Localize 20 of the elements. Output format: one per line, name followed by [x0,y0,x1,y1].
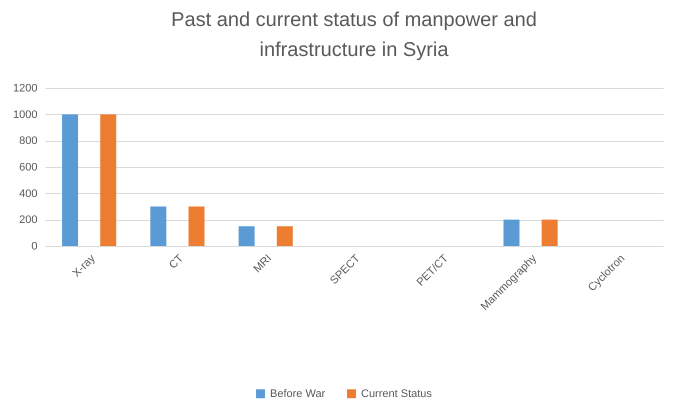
bar [276,226,293,246]
bar [542,220,558,246]
x-tick-label: MRI [251,252,274,276]
y-tick-label: 400 [19,188,38,200]
y-tick-label: 800 [19,135,38,148]
bar [238,226,255,246]
chart-title: Past and current status of manpower and infrastructure in Syria [171,9,537,61]
bar [100,114,116,246]
legend-label: Current Status [361,388,432,400]
bar [150,206,166,246]
y-tick-label: 0 [31,240,38,252]
y-tick-label: 1000 [13,108,38,121]
legend-label: Before War [270,388,326,400]
x-tick-label: CT [167,252,186,272]
y-tick-label: 1200 [13,82,38,94]
y-tick-label: 600 [19,162,38,174]
y-tick-label: 200 [19,214,38,226]
bar [188,206,205,246]
bar [503,220,520,246]
bar [62,114,78,246]
